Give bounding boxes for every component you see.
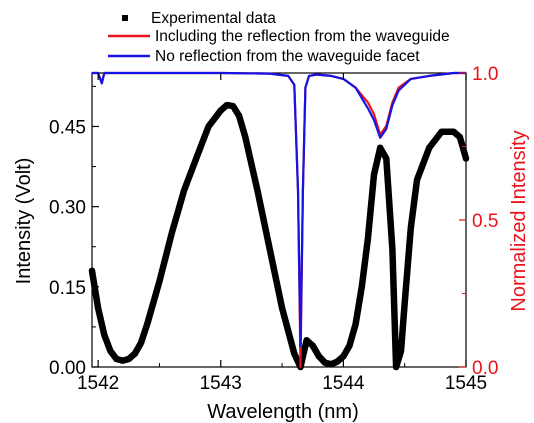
data-point-experimental (169, 230, 175, 236)
data-point-experimental (101, 332, 107, 338)
data-point-experimental (181, 188, 187, 194)
data-point-experimental (156, 279, 162, 284)
series-experimental-line (88, 101, 470, 371)
data-point-experimental (230, 103, 236, 109)
data-point-experimental (114, 356, 119, 362)
data-point-experimental (107, 348, 113, 354)
data-point-experimental (402, 300, 408, 306)
y-axis-left-label: Intensity (Volt) (13, 158, 35, 285)
data-point-experimental (322, 360, 328, 366)
data-point-experimental (371, 172, 377, 178)
data-point-experimental (206, 124, 211, 129)
legend: Experimental data Including the reflecti… (108, 10, 450, 65)
data-point-experimental (389, 246, 395, 252)
data-point-experimental (328, 361, 334, 367)
x-tick-label: 1543 (200, 373, 242, 394)
data-point-experimental (304, 337, 310, 343)
series-layer (88, 71, 470, 371)
data-point-experimental (120, 358, 126, 364)
data-point-experimental (144, 321, 150, 327)
data-point-experimental (439, 129, 444, 135)
legend-label-with-reflection: Including the reflection from the wavegu… (155, 28, 450, 45)
y-left-tick-label: 0.00 (49, 358, 86, 379)
y-axis-right-label: Normalized Intensity (508, 130, 530, 311)
y-left-tick-label: 0.45 (49, 117, 86, 138)
y-right-tick-label: 1.0 (472, 64, 498, 85)
data-point-experimental (132, 351, 138, 357)
y-left-tick-label: 0.30 (49, 198, 86, 219)
data-point-experimental (218, 107, 224, 113)
data-point-experimental (365, 236, 371, 242)
ticks-layer: 1542 1543 1544 1545 0.00 0.15 0.30 0.45 0.0 0.5 1.… (49, 64, 498, 394)
x-tick-label: 1542 (77, 373, 119, 394)
y-right-tick-label: 0.0 (472, 358, 498, 379)
x-tick-label: 1545 (445, 373, 487, 394)
data-point-experimental (426, 145, 432, 151)
y-left-tick-label: 0.15 (49, 278, 86, 299)
data-point-experimental (224, 102, 230, 108)
data-point-experimental (242, 134, 248, 140)
data-point-experimental (393, 364, 399, 370)
data-point-experimental (279, 305, 285, 311)
data-point-experimental (398, 348, 404, 354)
data-point-experimental (377, 145, 383, 151)
data-point-experimental (126, 356, 132, 362)
data-point-experimental (408, 225, 414, 231)
legend-marker-experimental (122, 15, 128, 21)
data-point-experimental (414, 177, 420, 183)
data-point-experimental (359, 284, 365, 290)
data-point-experimental (310, 343, 316, 349)
data-point-experimental (451, 129, 457, 135)
data-point-experimental (236, 113, 242, 119)
series-no-reflection-line (92, 71, 466, 348)
data-point-experimental (347, 343, 352, 349)
data-point-experimental (457, 134, 463, 140)
data-point-experimental (340, 353, 346, 359)
data-point-experimental (383, 156, 389, 161)
data-point-experimental (334, 359, 340, 365)
legend-label-experimental: Experimental data (151, 10, 276, 27)
data-point-experimental (138, 340, 144, 346)
data-point-experimental (95, 305, 101, 311)
data-point-experimental (463, 156, 469, 161)
data-point-experimental (291, 351, 297, 357)
x-axis-label: Wavelength (nm) (207, 401, 359, 423)
y-right-tick-label: 0.5 (472, 211, 498, 232)
x-tick-label: 1544 (322, 373, 365, 394)
data-point-experimental (353, 321, 359, 327)
legend-label-no-reflection: No reflection from the waveguide facet (155, 48, 420, 65)
data-point-experimental (89, 268, 95, 274)
data-point-experimental (193, 156, 199, 161)
data-point-experimental (255, 188, 260, 194)
data-point-experimental (267, 246, 273, 252)
data-point-experimental (316, 353, 322, 359)
